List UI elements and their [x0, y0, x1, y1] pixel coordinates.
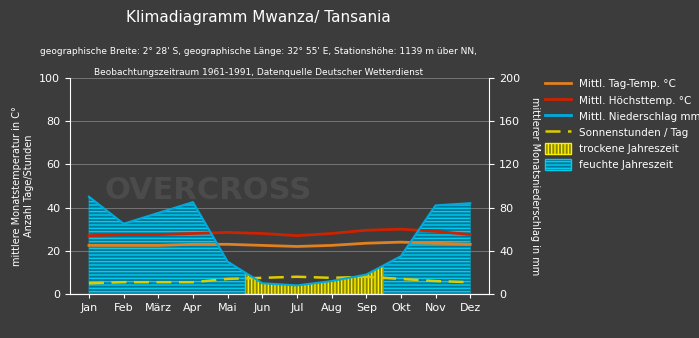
Y-axis label: mittlerer Monatsniederschlag in mm: mittlerer Monatsniederschlag in mm [530, 97, 540, 275]
Text: Klimadiagramm Mwanza/ Tansania: Klimadiagramm Mwanza/ Tansania [127, 10, 391, 25]
Legend: Mittl. Tag-Temp. °C, Mittl. Höchsttemp. °C, Mittl. Niederschlag mm, Sonnenstunde: Mittl. Tag-Temp. °C, Mittl. Höchsttemp. … [545, 79, 699, 170]
Text: OVERCROSS: OVERCROSS [105, 176, 312, 205]
Y-axis label: mittlere Monatstemperatur in C°
Anzahl Tage/Stunden: mittlere Monatstemperatur in C° Anzahl T… [12, 106, 34, 266]
Text: geographische Breite: 2° 28' S, geographische Länge: 32° 55' E, Stationshöhe: 11: geographische Breite: 2° 28' S, geograph… [40, 47, 477, 56]
Text: Beobachtungszeitraum 1961-1991, Datenquelle Deutscher Wetterdienst: Beobachtungszeitraum 1961-1991, Datenque… [94, 68, 423, 77]
